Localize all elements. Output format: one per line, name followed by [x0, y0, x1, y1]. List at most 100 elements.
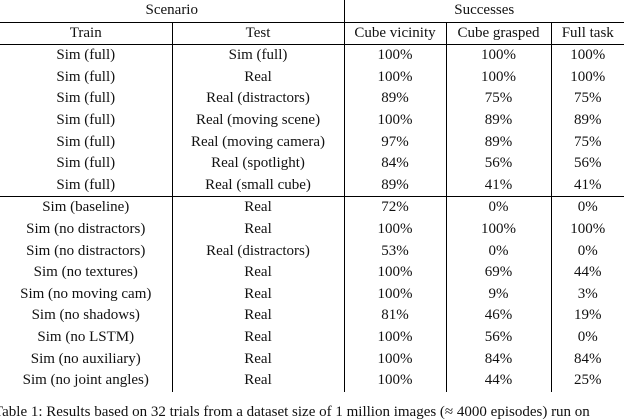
test-cell: Real (distractors) — [172, 240, 345, 263]
table-row: Sim (full) Real (spotlight) 84% 56% 56% — [0, 153, 624, 175]
test-cell: Real (moving camera) — [172, 131, 345, 154]
cube-grasped-cell: 0% — [446, 240, 552, 263]
table-row: Sim (full) Real (moving camera) 97% 89% 75% — [0, 131, 624, 154]
train-cell: Sim (full) — [0, 131, 173, 154]
cube-grasped-cell: 84% — [446, 348, 552, 371]
full-task-cell: 0% — [577, 328, 598, 345]
test-cell: Real (small cube) — [172, 174, 345, 197]
cube-vicinity-cell: 100% — [344, 66, 447, 89]
test-cell: Real — [172, 283, 345, 306]
col-test: Test — [172, 22, 345, 46]
train-cell: Sim (no LSTM) — [0, 326, 173, 349]
full-task-cell: 84% — [574, 350, 602, 367]
table-row: Sim (no moving cam) Real 100% 9% 3% — [0, 283, 624, 306]
cube-vicinity-cell: 100% — [344, 348, 447, 371]
cube-vicinity-cell: 89% — [344, 174, 447, 197]
cube-vicinity-cell: 100% — [344, 326, 447, 349]
train-cell: Sim (baseline) — [0, 196, 173, 219]
train-cell: Sim (full) — [0, 66, 173, 89]
cube-grasped-cell: 89% — [446, 109, 552, 132]
cube-grasped-cell: 69% — [446, 262, 552, 284]
cube-vicinity-cell: 81% — [344, 305, 447, 327]
test-cell: Real — [172, 262, 345, 284]
test-cell: Real (moving scene) — [172, 109, 345, 132]
table-row: Sim (full) Real (moving scene) 100% 89% 89% — [0, 109, 624, 132]
cube-grasped-cell: 75% — [446, 88, 552, 110]
test-cell: Real — [172, 66, 345, 89]
test-cell: Real (spotlight) — [172, 153, 345, 175]
full-task-cell: 89% — [574, 111, 602, 128]
table-caption: Table 1: Results based on 32 trials from… — [0, 404, 590, 420]
header-group-scenario: Scenario — [0, 0, 345, 23]
train-cell: Sim (no shadows) — [0, 305, 173, 327]
table-row: Sim (no joint angles) Real 100% 44% 25% — [0, 370, 624, 392]
cube-grasped-cell: 56% — [446, 326, 552, 349]
cube-vicinity-cell: 84% — [344, 153, 447, 175]
full-task-cell: 3% — [577, 285, 598, 302]
full-task-cell: 56% — [574, 155, 602, 172]
full-task-cell: 44% — [574, 264, 602, 281]
cube-vicinity-cell: 100% — [344, 109, 447, 132]
cube-vicinity-cell: 100% — [344, 283, 447, 306]
train-cell: Sim (full) — [0, 174, 173, 197]
table-row: Sim (no shadows) Real 81% 46% 19% — [0, 305, 624, 327]
col-full-task: Full task — [551, 22, 624, 46]
test-cell: Real (distractors) — [172, 88, 345, 110]
train-cell: Sim (no auxiliary) — [0, 348, 173, 371]
table-row: Sim (full) Real (small cube) 89% 41% 41% — [0, 174, 624, 197]
test-cell: Sim (full) — [172, 44, 345, 67]
full-task-cell: 75% — [574, 133, 602, 150]
table-body: Sim (full) Sim (full) 100% 100% 100% Sim (ful… — [0, 44, 624, 392]
test-cell: Real — [172, 326, 345, 349]
full-task-cell: 19% — [574, 307, 602, 324]
table-row: Sim (no LSTM) Real 100% 56% 0% — [0, 326, 624, 349]
cube-grasped-cell: 56% — [446, 153, 552, 175]
train-cell: Sim (full) — [0, 153, 173, 175]
cube-vicinity-cell: 100% — [344, 262, 447, 284]
cube-grasped-cell: 100% — [446, 218, 552, 241]
test-cell: Real — [172, 370, 345, 392]
cube-vicinity-cell: 100% — [344, 218, 447, 241]
table-row: Sim (full) Real 100% 100% 100% — [0, 66, 624, 89]
cube-vicinity-cell: 53% — [344, 240, 447, 263]
table-row: Sim (full) Real (distractors) 89% 75% 75% — [0, 88, 624, 110]
train-cell: Sim (no distractors) — [0, 218, 173, 241]
table-row: Sim (no distractors) Real (distractors) 53… — [0, 240, 624, 263]
cube-vicinity-cell: 72% — [344, 196, 447, 219]
train-cell: Sim (full) — [0, 109, 173, 132]
cube-grasped-cell: 9% — [446, 283, 552, 306]
header-group-successes: Successes — [344, 0, 624, 23]
train-cell: Sim (full) — [0, 88, 173, 110]
full-task-cell: 100% — [570, 220, 606, 237]
table-row: Sim (no auxiliary) Real 100% 84% 84% — [0, 348, 624, 371]
full-task-cell: 0% — [577, 242, 598, 259]
table-row: Sim (baseline) Real 72% 0% 0% — [0, 196, 624, 219]
train-cell: Sim (no joint angles) — [0, 370, 173, 392]
full-task-cell: 25% — [574, 372, 602, 389]
cube-grasped-cell: 44% — [446, 370, 552, 392]
full-task-cell: 100% — [570, 47, 606, 64]
cube-grasped-cell: 46% — [446, 305, 552, 327]
train-cell: Sim (no distractors) — [0, 240, 173, 263]
test-cell: Real — [172, 218, 345, 241]
table-row: Sim (full) Sim (full) 100% 100% 100% — [0, 44, 624, 67]
cube-vicinity-cell: 100% — [344, 370, 447, 392]
cube-grasped-cell: 100% — [446, 44, 552, 67]
train-cell: Sim (no textures) — [0, 262, 173, 284]
cube-grasped-cell: 0% — [446, 196, 552, 219]
cube-vicinity-cell: 89% — [344, 88, 447, 110]
test-cell: Real — [172, 196, 345, 219]
train-cell: Sim (full) — [0, 44, 173, 67]
test-cell: Real — [172, 348, 345, 371]
full-task-cell: 75% — [574, 90, 602, 107]
full-task-cell: 0% — [551, 196, 624, 219]
train-cell: Sim (no moving cam) — [0, 283, 173, 306]
table-row: Sim (no distractors) Real 100% 100% 100% — [0, 218, 624, 241]
full-task-cell: 41% — [574, 176, 602, 193]
table-row: Sim (no textures) Real 100% 69% 44% — [0, 262, 624, 284]
test-cell: Real — [172, 305, 345, 327]
cube-grasped-cell: 41% — [446, 174, 552, 197]
col-cube-grasped: Cube grasped — [446, 22, 552, 46]
cube-grasped-cell: 100% — [446, 66, 552, 89]
cube-vicinity-cell: 97% — [344, 131, 447, 154]
